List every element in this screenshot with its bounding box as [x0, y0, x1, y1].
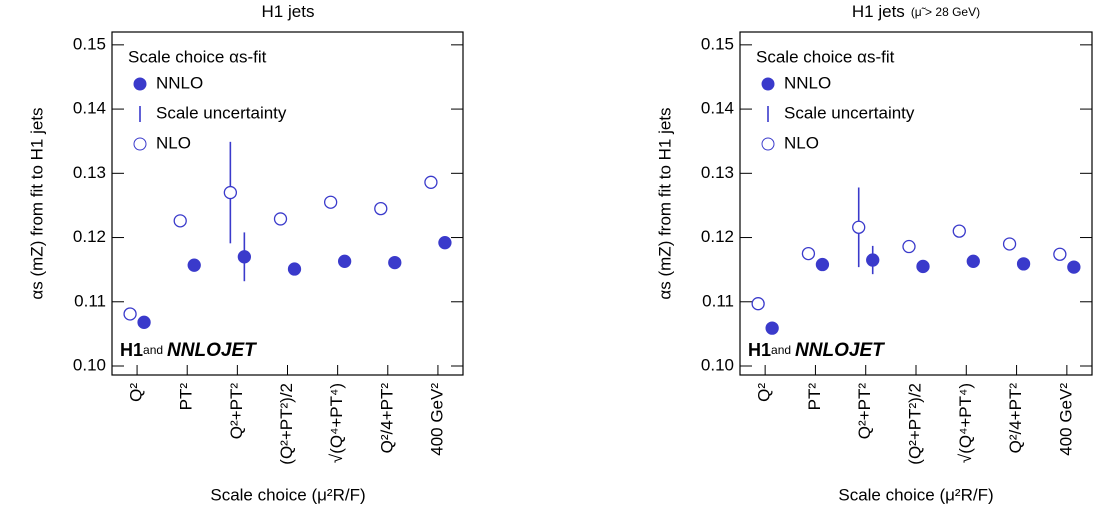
annotation: H1and NNLOJET [748, 340, 885, 361]
x-tick-label: Q²+PT² [855, 383, 874, 440]
x-tick-label: √(Q⁴+PT⁴) [327, 383, 346, 463]
annotation-nnlojet: NNLOJET [167, 340, 257, 361]
point [123, 307, 137, 321]
annotation-nnlojet: NNLOJET [795, 340, 885, 361]
chart-title: H1 jets [262, 2, 315, 21]
x-tick-label: Q²/4+PT² [1006, 383, 1025, 454]
point [1067, 260, 1081, 274]
annotation-and: and [771, 343, 791, 357]
y-tick-label: 0.12 [701, 227, 734, 246]
point [223, 185, 238, 200]
y-tick-label: 0.10 [701, 355, 734, 374]
point [323, 195, 338, 209]
annotation-and: and [143, 343, 163, 357]
x-tick-label: Q²/4+PT² [377, 383, 396, 454]
y-tick-label: 0.15 [701, 34, 734, 53]
legend-marker [133, 137, 147, 151]
y-tick-label: 0.11 [702, 291, 734, 310]
annotation: H1and NNLOJET [120, 340, 257, 361]
legend-label: NLO [156, 133, 191, 152]
point [916, 259, 930, 274]
point [902, 239, 916, 254]
x-tick-label: Q²+PT² [227, 383, 246, 440]
x-tick-label: PT² [805, 383, 824, 411]
point [952, 224, 966, 238]
point [1053, 247, 1067, 261]
panel: H1 jets (μ̃ > 28 GeV) 0.10 0.11 0.12 0.13 0.14… [655, 2, 1093, 504]
y-tick-label: 0.13 [73, 163, 106, 182]
point [173, 214, 187, 228]
point [1016, 257, 1031, 271]
point [337, 254, 352, 268]
legend-marker [761, 77, 775, 91]
x-tick-label: √(Q⁴+PT⁴) [956, 383, 975, 463]
y-tick-label: 0.14 [701, 99, 734, 118]
point [1002, 237, 1017, 251]
y-tick-label: 0.11 [74, 291, 106, 310]
point [966, 254, 980, 268]
point [287, 262, 302, 276]
x-tick-label: (Q²+PT²)/2 [905, 383, 924, 465]
point [424, 175, 438, 189]
point [273, 212, 288, 226]
y-tick-label: 0.14 [73, 99, 106, 118]
subtitle: (μ̃ > 28 GeV) [911, 5, 980, 19]
title-text: H1 jets [852, 2, 905, 21]
point [801, 246, 816, 261]
point [438, 236, 452, 250]
point [765, 321, 779, 335]
point [815, 257, 830, 272]
y-axis-label: αs (mZ) from fit to H1 jets [27, 107, 46, 299]
point [137, 315, 151, 329]
y-axis-label: αs (mZ) from fit to H1 jets [655, 107, 674, 299]
point [237, 250, 252, 264]
x-axis-label: Scale choice (μ²R/F) [838, 485, 993, 504]
point [751, 297, 765, 311]
point [388, 255, 402, 270]
legend-marker [761, 137, 775, 151]
y-tick-label: 0.15 [73, 34, 106, 53]
legend-label: Scale uncertainty [784, 103, 915, 122]
legend-label: NNLO [784, 73, 831, 92]
y-tick-label: 0.12 [73, 227, 106, 246]
legend-label: NLO [784, 133, 819, 152]
legend-marker [133, 77, 147, 91]
legend-title: Scale choice αs-fit [756, 47, 895, 66]
x-tick-label: 400 GeV² [427, 383, 446, 456]
point [187, 258, 201, 272]
chart-title: H1 jets (μ̃ > 28 GeV) [852, 2, 980, 21]
y-tick-label: 0.13 [701, 163, 734, 182]
legend-label: Scale uncertainty [156, 103, 287, 122]
annotation-h1: H1 [120, 340, 143, 360]
panel: H1 jets 0.10 0.11 0.12 0.13 0.14 0.15 Q² PT² Q²+P… [27, 2, 464, 504]
x-tick-label: Q² [755, 383, 774, 402]
legend-label: NNLO [156, 73, 203, 92]
x-tick-label: PT² [177, 383, 196, 411]
x-tick-label: 400 GeV² [1056, 383, 1075, 456]
title-text: H1 jets [262, 2, 315, 21]
point [866, 253, 880, 267]
point [852, 220, 866, 234]
legend-title: Scale choice αs-fit [128, 47, 267, 66]
x-tick-label: (Q²+PT²)/2 [277, 383, 296, 465]
x-tick-label: Q² [127, 383, 146, 402]
x-axis-label: Scale choice (μ²R/F) [210, 485, 365, 504]
point [374, 201, 388, 216]
y-tick-label: 0.10 [73, 355, 106, 374]
annotation-h1: H1 [748, 340, 771, 360]
